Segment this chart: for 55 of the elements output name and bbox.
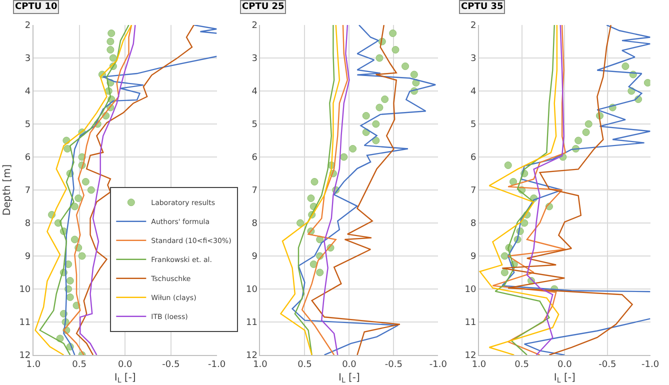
y-tick-label: 3: [24, 54, 31, 64]
y-tick-label: 2: [24, 21, 31, 32]
x-tick-label: 0.5: [298, 360, 312, 370]
x-tick-label: 1.0: [253, 360, 268, 370]
x-tick-label: -0.5: [162, 360, 180, 370]
x-tick-label: 0.0: [118, 360, 133, 370]
x-tick-label: -0.5: [598, 360, 616, 370]
x-tick-label: 0.0: [342, 360, 357, 370]
y-tick-label: 9: [252, 252, 258, 262]
y-tick-label: 11: [19, 318, 31, 328]
y-tick-label: 5: [470, 120, 476, 130]
chart-title: CPTU 25: [242, 2, 284, 12]
y-tick-label: 10: [19, 285, 31, 296]
y-tick-label: 10: [464, 285, 476, 296]
x-tick-label: 0.5: [514, 360, 529, 370]
y-tick-label: 12: [19, 351, 31, 362]
y-tick-label: 12: [246, 351, 258, 362]
chart-title: CPTU 10: [15, 2, 58, 12]
y-tick-label: 9: [24, 252, 31, 262]
y-tick-label: 5: [24, 120, 31, 130]
y-tick-label: 2: [252, 21, 258, 32]
x-tick-label: 1.0: [26, 360, 41, 370]
y-tick-label: 5: [252, 120, 258, 130]
y-tick-label: 4: [252, 87, 258, 98]
y-tick-label: 4: [24, 87, 31, 98]
y-tick-label: 3: [252, 54, 258, 64]
y-tick-label: 11: [246, 318, 258, 328]
y-axis-title: Depth [m]: [2, 164, 14, 216]
x-tick-label: -0.5: [384, 360, 402, 370]
y-tick-label: 8: [470, 219, 476, 230]
y-tick-label: 7: [252, 186, 258, 196]
x-tick-label: -1.0: [429, 360, 448, 370]
x-tick-label: -1.0: [641, 360, 660, 370]
y-tick-label: 6: [24, 153, 31, 164]
y-tick-label: 8: [252, 219, 258, 230]
y-tick-label: 4: [470, 87, 476, 98]
y-tick-label: 2: [470, 21, 476, 32]
y-tick-label: 11: [464, 318, 476, 328]
y-tick-label: 6: [252, 153, 258, 164]
y-tick-label: 12: [464, 351, 476, 362]
x-tick-label: 0.5: [72, 360, 86, 370]
x-tick-label: 1.0: [472, 360, 486, 370]
y-tick-label: 9: [470, 252, 476, 262]
x-axis-title: I$_{L}$ [-]: [554, 372, 576, 384]
x-tick-label: 0.0: [557, 360, 572, 370]
y-tick-label: 6: [470, 153, 476, 164]
x-axis-title: I$_{L}$ [-]: [114, 372, 136, 384]
x-axis-title: I$_{L}$ [-]: [338, 372, 360, 384]
chart-title: CPTU 35: [461, 2, 504, 12]
y-tick-label: 3: [470, 54, 476, 64]
x-tick-label: -1.0: [208, 360, 226, 370]
y-tick-label: 7: [470, 186, 476, 196]
y-tick-label: 7: [24, 186, 31, 196]
y-tick-label: 8: [24, 219, 31, 230]
y-tick-label: 10: [246, 285, 258, 296]
